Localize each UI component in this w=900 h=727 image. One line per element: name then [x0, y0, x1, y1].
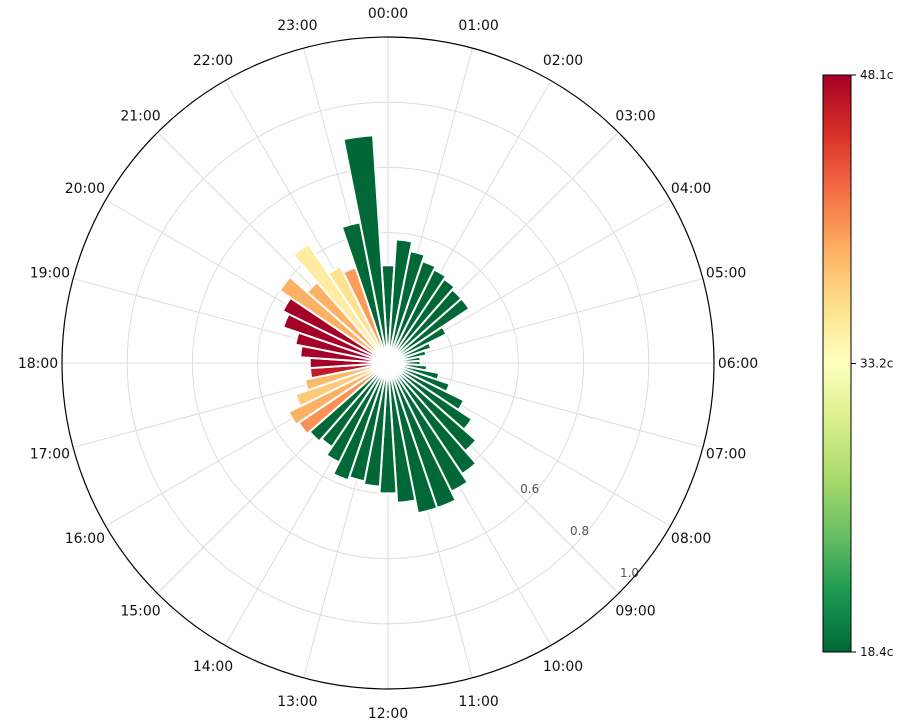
polar-bar-8	[387, 325, 448, 364]
polar-bar-43	[292, 242, 389, 364]
hour-labels: 00:00 01:00 02:00 03:00 04:00 05:00 06:00 07:00…	[18, 6, 758, 722]
polar-bar-33	[294, 362, 389, 408]
radial-tick-label-1: 0.8	[570, 524, 589, 538]
polar-bars	[278, 134, 478, 515]
radial-tick-label-2: 1.0	[620, 566, 639, 580]
hour-label-6: 06:00	[718, 356, 758, 372]
hour-label-17: 17:00	[30, 447, 70, 463]
hour-label-19: 19:00	[30, 265, 70, 281]
hour-label-1: 01:00	[458, 18, 498, 34]
hour-label-13: 13:00	[277, 694, 317, 710]
hour-label-12: 12:00	[368, 706, 408, 722]
polar-bar-41	[278, 275, 389, 364]
polar-bar-10	[387, 349, 428, 364]
hour-label-8: 08:00	[671, 531, 711, 547]
grid-spoke-5	[387, 278, 704, 364]
polar-bar-5	[387, 277, 457, 364]
hour-label-0: 00:00	[368, 6, 408, 22]
hour-label-3: 03:00	[615, 109, 655, 125]
grid-spoke-7	[387, 362, 704, 448]
hour-label-14: 14:00	[193, 659, 233, 675]
hour-label-18: 18:00	[18, 356, 58, 372]
hour-label-16: 16:00	[65, 531, 105, 547]
polar-bar-34	[303, 362, 389, 392]
hour-label-2: 02:00	[543, 53, 583, 69]
hour-label-22: 22:00	[193, 53, 233, 69]
radial-tick-labels: 0.6 0.8 1.0	[520, 482, 639, 580]
colorbar-tick-label-1: 33.2c	[860, 357, 893, 371]
hour-label-7: 07:00	[706, 447, 746, 463]
polar-bar-44	[326, 265, 389, 364]
polar-bar-9	[387, 341, 433, 364]
hour-label-4: 04:00	[671, 181, 711, 197]
colorbar-gradient	[822, 74, 852, 653]
radial-tick-label-0: 0.6	[520, 482, 539, 496]
hour-label-9: 09:00	[615, 604, 655, 620]
polar-bar-47	[342, 134, 389, 364]
hour-label-5: 05:00	[706, 265, 746, 281]
hour-label-23: 23:00	[277, 18, 317, 34]
hour-label-21: 21:00	[120, 109, 160, 125]
polar-bar-24	[378, 362, 398, 495]
polar-bar-7	[387, 297, 471, 364]
colorbar: 48.1c 33.2c 18.4c	[822, 68, 893, 659]
polar-bar-22	[387, 362, 439, 515]
hour-label-11: 11:00	[458, 694, 498, 710]
polar-bar-23	[387, 362, 417, 504]
hour-label-15: 15:00	[120, 604, 160, 620]
polar-bar-32	[287, 362, 389, 426]
hour-label-10: 10:00	[543, 659, 583, 675]
colorbar-tick-label-2: 18.4c	[860, 645, 893, 659]
colorbar-tick-label-0: 48.1c	[860, 68, 893, 82]
hour-label-20: 20:00	[65, 181, 105, 197]
polar-outer-ring	[61, 36, 715, 690]
polar-bar-28	[325, 362, 389, 464]
